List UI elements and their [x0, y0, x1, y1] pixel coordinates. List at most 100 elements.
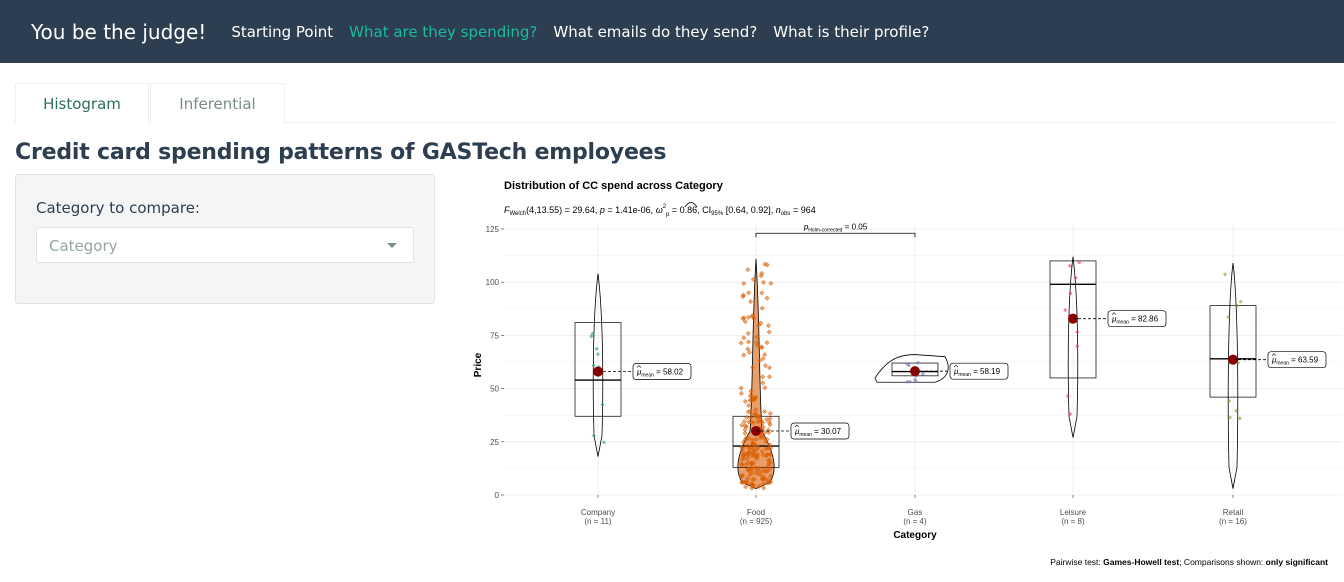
- data-point: [742, 430, 748, 436]
- mean-label-box: [1267, 351, 1327, 369]
- data-point: [1238, 299, 1243, 304]
- data-point: [905, 379, 910, 384]
- mean-label-box: [949, 362, 1009, 380]
- data-point: [1234, 408, 1239, 413]
- data-point: [762, 352, 768, 358]
- x-tick-label: Food: [747, 508, 765, 517]
- data-point: [764, 417, 770, 423]
- data-point: [741, 335, 747, 341]
- data-point: [591, 433, 596, 438]
- data-point: [738, 390, 744, 396]
- data-point: [756, 483, 762, 489]
- chevron-down-icon[interactable]: [387, 243, 397, 248]
- tab-inferential[interactable]: Inferential: [150, 83, 285, 124]
- sidebar-panel: Category to compare: Category: [15, 174, 435, 304]
- data-point: [1226, 315, 1231, 320]
- data-point: [750, 364, 756, 370]
- mean-label: μmean = 30.07: [794, 427, 842, 438]
- y-tick-label: 25: [490, 438, 499, 447]
- data-point: [760, 481, 766, 487]
- category-label: Category to compare:: [36, 199, 200, 217]
- x-tick-label: Company: [581, 508, 615, 517]
- subtitle-omega-sup: 2: [663, 204, 667, 210]
- data-point: [1068, 291, 1073, 296]
- subtitle-df: (4,13.55) = 29.64,: [526, 205, 600, 215]
- data-point: [764, 480, 770, 486]
- y-axis-label: Price: [473, 352, 484, 377]
- data-point: [749, 465, 755, 471]
- data-point: [745, 339, 752, 345]
- data-point: [743, 462, 749, 468]
- data-point: [739, 457, 745, 463]
- data-point: [742, 319, 748, 325]
- x-tick-count: (n = 925): [740, 517, 773, 526]
- subtitle-p-value: = 1.41e-06,: [605, 205, 656, 215]
- data-point: [761, 485, 767, 491]
- data-point: [754, 467, 760, 474]
- y-tick-label: 0: [495, 491, 500, 500]
- data-point: [751, 411, 758, 417]
- nav-link-starting-point[interactable]: Starting Point: [231, 22, 334, 41]
- data-point: [745, 330, 751, 336]
- app-brand[interactable]: You be the judge!: [31, 19, 207, 44]
- data-point: [748, 461, 754, 467]
- x-tick-label: Leisure: [1060, 508, 1087, 517]
- y-tick-label: 100: [486, 278, 500, 287]
- page-title: Credit card spending patterns of GASTech…: [15, 140, 667, 165]
- data-point: [760, 356, 766, 362]
- hat-accent: [1271, 353, 1277, 356]
- y-tick-label: 75: [490, 331, 499, 340]
- box-retail: [1209, 305, 1257, 398]
- data-point: [738, 473, 744, 479]
- data-point: [1077, 260, 1082, 265]
- y-tick-label: 125: [486, 225, 500, 234]
- category-select[interactable]: Category: [36, 227, 414, 263]
- data-point: [602, 440, 607, 445]
- violin-company: [592, 273, 604, 457]
- chart-title: Distribution of CC spend across Category: [504, 180, 724, 192]
- data-point: [745, 455, 751, 462]
- caption-shown: only significant: [1266, 557, 1329, 567]
- data-point: [743, 484, 749, 490]
- data-point: [1228, 415, 1233, 420]
- data-point: [595, 352, 600, 357]
- data-point: [748, 298, 754, 305]
- data-point: [760, 279, 767, 285]
- x-tick-label: Gas: [908, 508, 923, 517]
- data-point: [744, 443, 751, 449]
- data-point: [916, 360, 921, 365]
- data-point: [760, 468, 766, 474]
- mean-label-box: [790, 422, 850, 440]
- category-select-placeholder: Category: [49, 237, 118, 255]
- nav-link-spending[interactable]: What are they spending?: [349, 22, 538, 41]
- data-point: [760, 424, 766, 430]
- violin-leisure: [1067, 256, 1079, 438]
- data-point: [740, 315, 746, 322]
- data-point: [749, 482, 755, 488]
- data-point: [1068, 412, 1073, 417]
- data-point: [748, 414, 754, 421]
- tab-histogram[interactable]: Histogram: [15, 83, 149, 123]
- data-point: [762, 363, 769, 369]
- data-point: [743, 451, 749, 457]
- data-point: [742, 479, 748, 485]
- subtitle-omega: ω: [656, 205, 663, 215]
- data-point: [746, 349, 753, 355]
- y-tick-label: 50: [490, 385, 499, 394]
- data-point: [746, 402, 752, 408]
- mean-label: μmean = 82.86: [1111, 315, 1159, 326]
- data-point: [767, 442, 773, 448]
- nav-link-profile[interactable]: What is their profile?: [773, 22, 930, 41]
- nav-link-emails[interactable]: What emails do they send?: [553, 22, 758, 41]
- data-point: [749, 440, 756, 446]
- box-leisure: [1049, 260, 1097, 379]
- chart-marks: μmean = 58.02 μmean = 30.07 μmean = 58.19 μ…: [574, 222, 1327, 491]
- x-tick-count: (n = 8): [1061, 517, 1085, 526]
- subtitle-n-value: = 964: [790, 205, 815, 215]
- hat-accent: [953, 364, 959, 368]
- data-point: [765, 477, 771, 483]
- data-point: [745, 467, 751, 473]
- data-point: [743, 435, 749, 441]
- data-point: [762, 261, 768, 267]
- data-point: [766, 329, 772, 335]
